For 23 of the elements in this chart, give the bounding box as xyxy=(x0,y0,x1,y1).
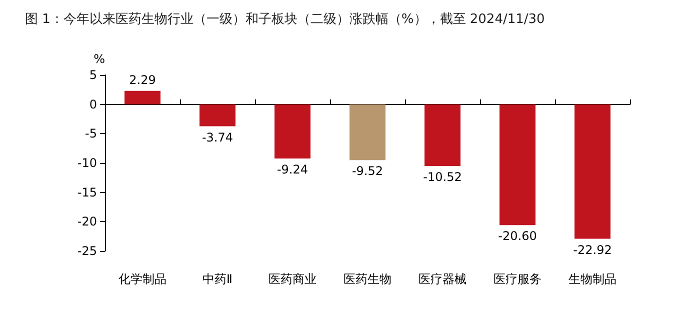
data-label: -20.60 xyxy=(498,229,537,244)
x-tick-label: 中药Ⅱ xyxy=(202,272,232,286)
y-tick-label: -20 xyxy=(77,214,97,229)
x-tick-label: 医疗器械 xyxy=(418,272,466,286)
x-tick-label: 医药生物 xyxy=(344,272,392,286)
chart-title: 图 1：今年以来医药生物行业（一级）和子板块（二级）涨跌幅（%），截至 2024/11/30 xyxy=(25,12,545,27)
y-tick-label: -15 xyxy=(77,185,97,200)
data-label: 2.29 xyxy=(129,72,156,87)
x-tick-label: 生物制品 xyxy=(568,272,616,286)
x-tick-label: 医疗服务 xyxy=(494,272,542,286)
x-tick-label: 医药商业 xyxy=(268,272,316,286)
data-label: -10.52 xyxy=(423,170,462,184)
y-tick-label: -10 xyxy=(77,156,97,170)
y-tick-label: -25 xyxy=(77,244,97,258)
y-tick-label: -5 xyxy=(85,126,97,141)
data-label: -3.74 xyxy=(202,130,234,144)
data-label: -22.92 xyxy=(573,242,612,257)
data-label: -9.24 xyxy=(276,162,308,177)
y-axis-title: % xyxy=(94,52,105,66)
data-label: -9.52 xyxy=(352,164,384,178)
y-tick-label: 5 xyxy=(89,68,97,82)
x-tick-label: 化学制品 xyxy=(118,272,166,286)
y-tick-label: 0 xyxy=(89,97,97,112)
